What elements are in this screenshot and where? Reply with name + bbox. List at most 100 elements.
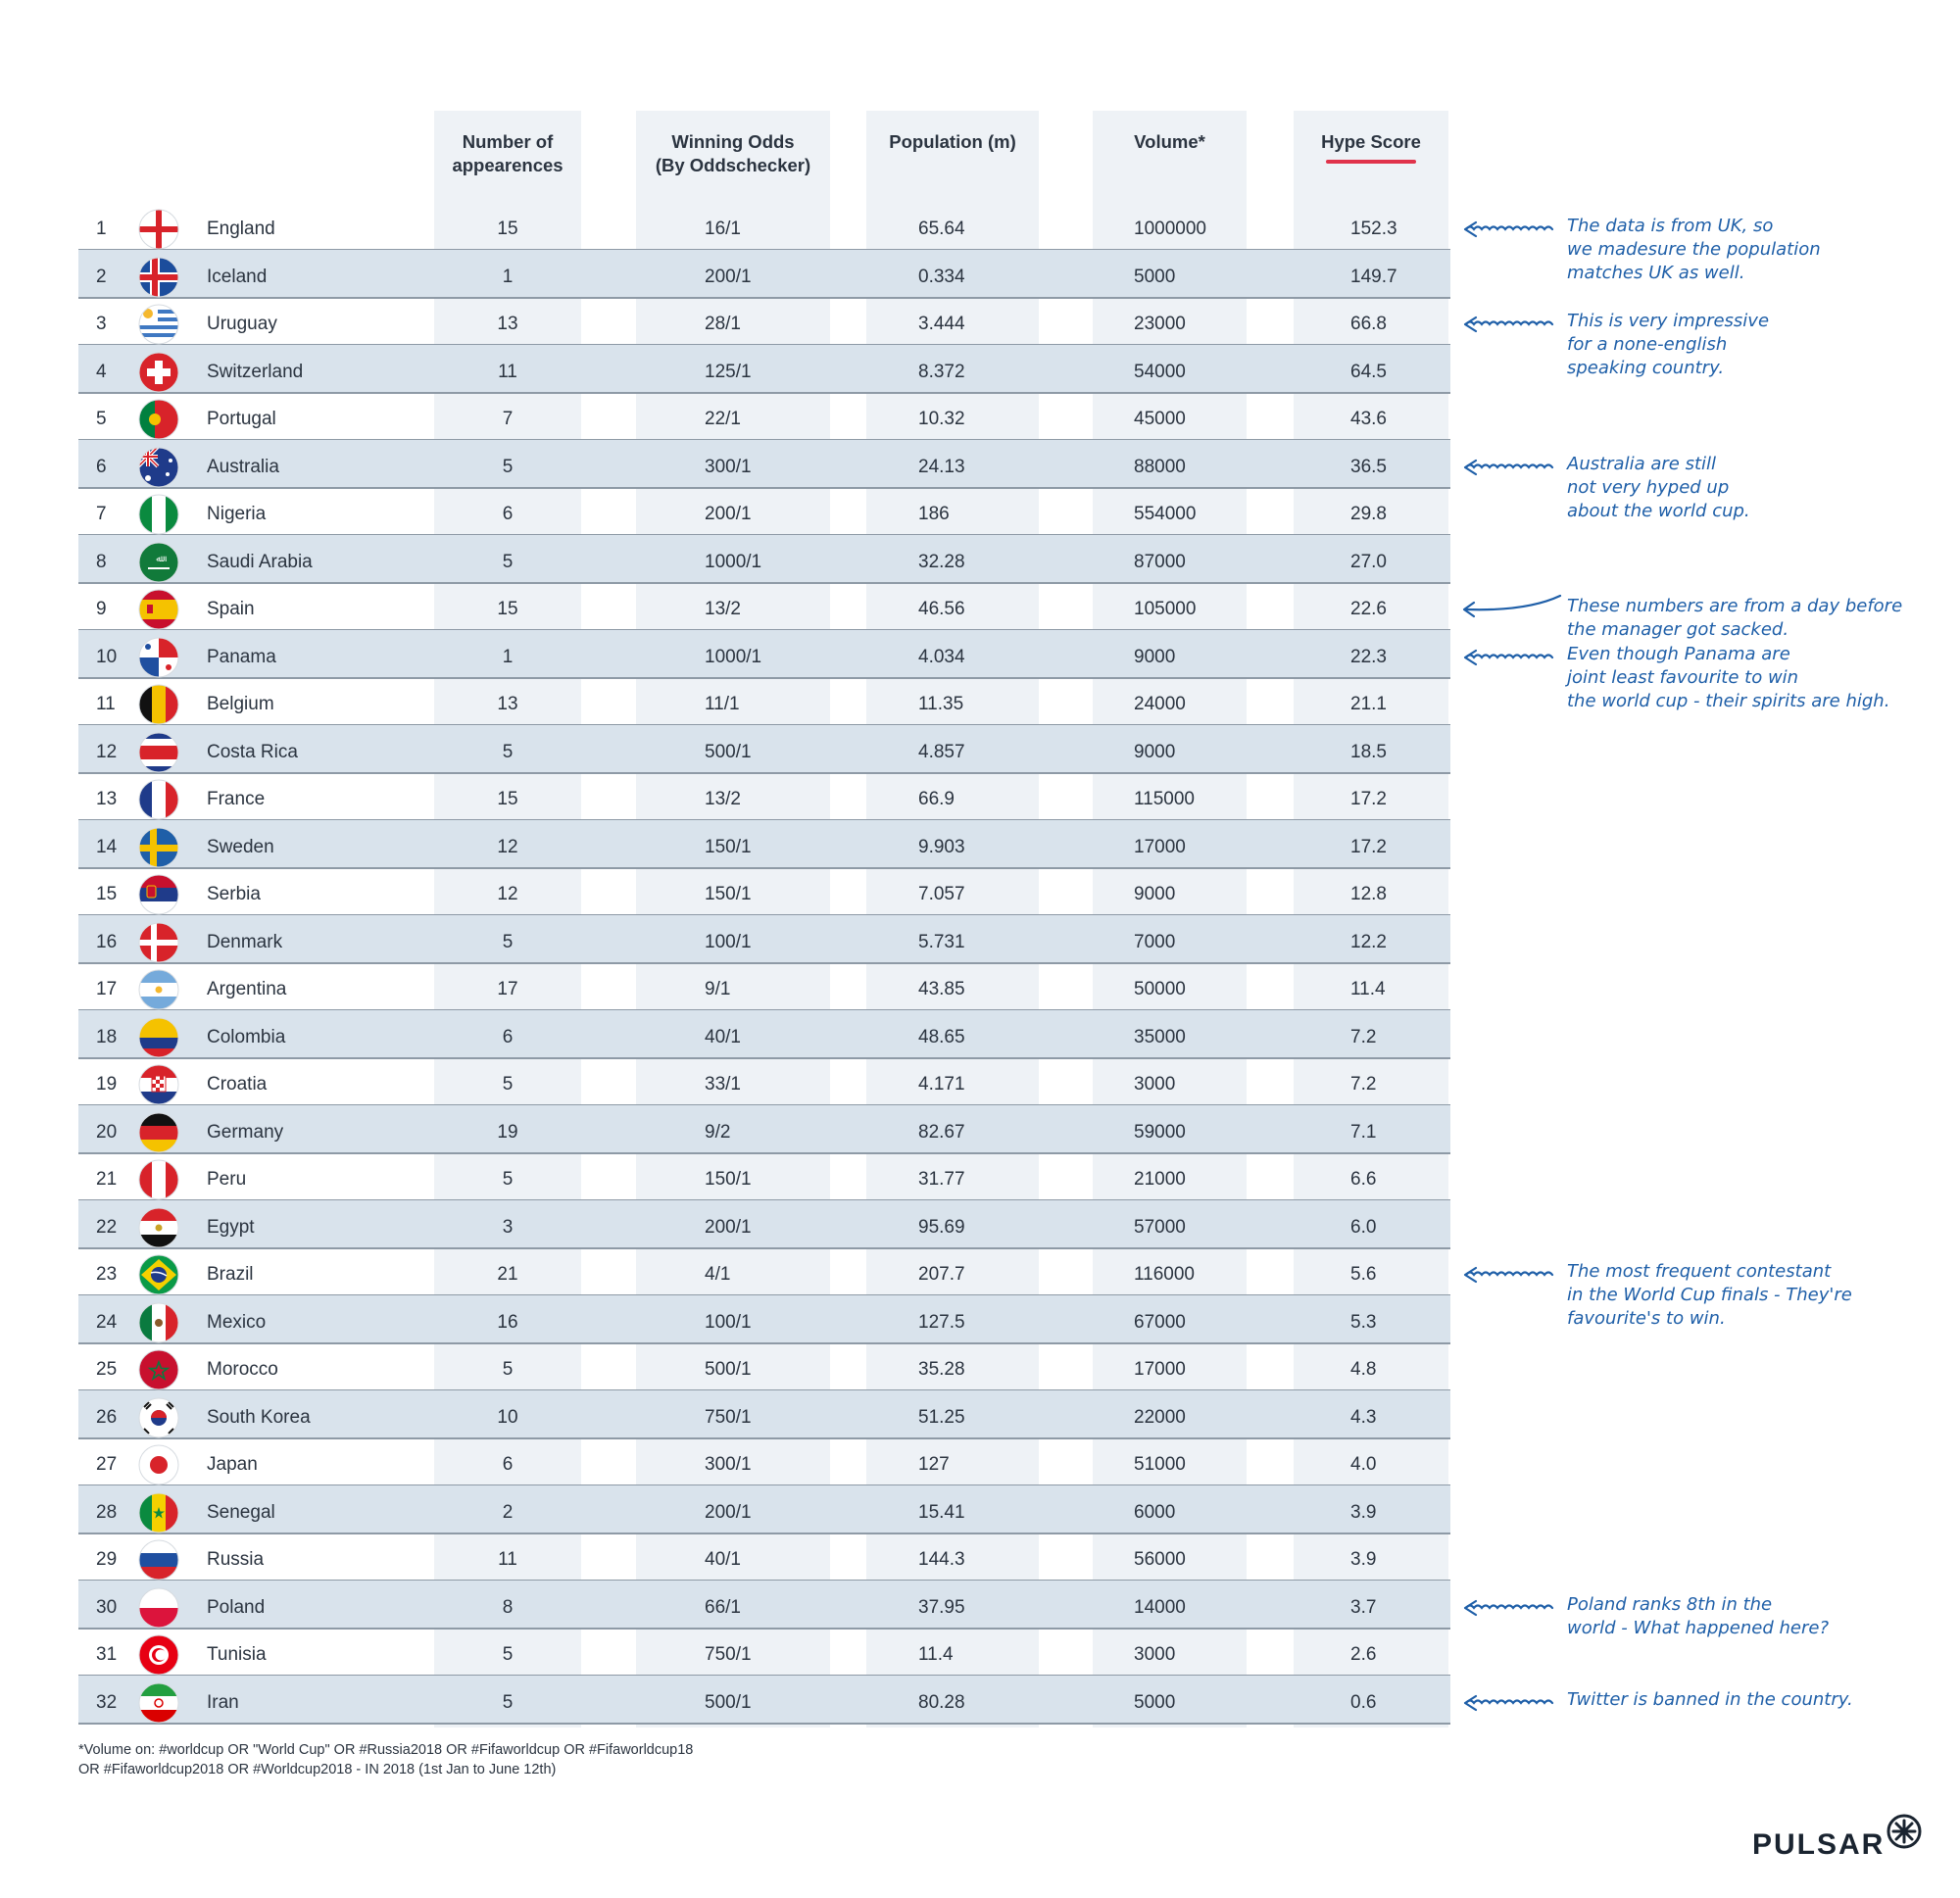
country-name: Mexico xyxy=(207,1311,267,1333)
odds-cell: 200/1 xyxy=(705,504,752,524)
annotation-line: This is very impressive xyxy=(1567,311,1770,331)
population-cell: 144.3 xyxy=(918,1549,965,1570)
annotation-line: Even though Panama are xyxy=(1567,643,1790,664)
annotation-line: for a none-english xyxy=(1567,334,1728,355)
population-cell: 35.28 xyxy=(918,1359,965,1380)
country-name: Croatia xyxy=(207,1074,268,1095)
volume-cell: 24000 xyxy=(1134,694,1186,714)
country-name: Belgium xyxy=(207,694,274,714)
odds-cell: 40/1 xyxy=(705,1549,741,1570)
row-band xyxy=(78,820,1450,867)
header-hype: Hype Score xyxy=(1294,130,1448,164)
row-band xyxy=(78,345,1450,392)
flag-korea-icon xyxy=(138,1397,179,1437)
flag-morocco-icon xyxy=(138,1349,179,1390)
annotation-line: These numbers are from a day before xyxy=(1567,596,1903,616)
population-cell: 51.25 xyxy=(918,1406,965,1428)
row-divider xyxy=(78,391,1450,394)
rank-cell: 17 xyxy=(96,979,118,999)
row-band xyxy=(78,1200,1450,1247)
odds-cell: 150/1 xyxy=(705,884,752,904)
appearances-cell: 8 xyxy=(502,1596,514,1618)
rank-cell: 2 xyxy=(96,266,107,287)
volume-cell: 115000 xyxy=(1134,789,1195,809)
country-name: Saudi Arabia xyxy=(207,551,313,572)
annotation-arrow-icon xyxy=(1463,220,1554,238)
odds-cell: 750/1 xyxy=(705,1406,752,1428)
hype-cell: 18.5 xyxy=(1350,741,1387,762)
appearances-cell: 2 xyxy=(502,1501,514,1523)
row-band xyxy=(78,1581,1450,1628)
row-band xyxy=(78,725,1450,772)
hype-cell: 21.1 xyxy=(1350,694,1387,714)
hype-cell: 3.7 xyxy=(1350,1596,1377,1618)
flag-poland-icon xyxy=(138,1587,179,1628)
hype-cell: 12.8 xyxy=(1350,884,1387,904)
population-cell: 127 xyxy=(918,1454,950,1475)
rank-cell: 23 xyxy=(96,1264,118,1285)
appearances-cell: 5 xyxy=(502,456,514,477)
population-cell: 37.95 xyxy=(918,1596,965,1618)
appearances-cell: 21 xyxy=(497,1264,518,1285)
appearances-cell: 15 xyxy=(497,219,518,239)
odds-cell: 66/1 xyxy=(705,1596,741,1618)
volume-cell: 56000 xyxy=(1134,1549,1186,1570)
flag-mexico-icon xyxy=(138,1302,179,1342)
annotation-line: world - What happened here? xyxy=(1567,1617,1830,1638)
appearances-cell: 16 xyxy=(497,1311,518,1333)
hype-cell: 17.2 xyxy=(1350,789,1387,809)
volume-cell: 35000 xyxy=(1134,1026,1186,1047)
population-cell: 11.35 xyxy=(918,694,964,714)
hype-underline xyxy=(1326,160,1416,164)
hype-cell: 27.0 xyxy=(1350,551,1387,572)
annotation-note: Poland ranks 8th in the world - What happ… xyxy=(1567,1593,1829,1640)
footnote-line-2: OR #Fifaworldcup2018 OR #Worldcup2018 - … xyxy=(78,1762,557,1777)
country-name: Nigeria xyxy=(207,504,267,524)
rank-cell: 11 xyxy=(96,694,116,714)
flag-costarica-icon xyxy=(138,732,179,772)
row-band xyxy=(78,1010,1450,1057)
volume-cell: 22000 xyxy=(1134,1406,1186,1428)
odds-cell: 200/1 xyxy=(705,1501,752,1523)
footnote-line-1: *Volume on: #worldcup OR "World Cup" OR … xyxy=(78,1742,694,1758)
rank-cell: 5 xyxy=(96,409,107,429)
header-population-text: Population (m) xyxy=(889,131,1016,152)
volume-cell: 1000000 xyxy=(1134,219,1206,239)
population-cell: 4.857 xyxy=(918,741,965,762)
rank-cell: 15 xyxy=(96,884,118,904)
header-volume: Volume* xyxy=(1093,130,1247,154)
flag-sweden-icon xyxy=(138,827,179,867)
annotation-line: about the world cup. xyxy=(1567,500,1750,521)
appearances-cell: 6 xyxy=(502,1454,514,1475)
flag-croatia-icon xyxy=(138,1064,179,1105)
country-name: Brazil xyxy=(207,1264,254,1285)
header-appearances-text: Number of appearences xyxy=(452,131,564,175)
header-odds-text: Winning Odds (By Oddschecker) xyxy=(655,131,811,175)
row-band xyxy=(78,1295,1450,1342)
population-cell: 43.85 xyxy=(918,979,965,999)
header-population: Population (m) xyxy=(866,130,1039,154)
volume-cell: 3000 xyxy=(1134,1644,1176,1665)
appearances-cell: 10 xyxy=(497,1406,518,1428)
appearances-cell: 12 xyxy=(497,836,518,857)
appearances-cell: 5 xyxy=(502,1644,514,1665)
odds-cell: 11/1 xyxy=(705,694,740,714)
country-name: Senegal xyxy=(207,1501,275,1523)
flag-peru-icon xyxy=(138,1159,179,1200)
rank-cell: 31 xyxy=(96,1644,118,1665)
rank-cell: 8 xyxy=(96,551,107,572)
volume-cell: 5000 xyxy=(1134,1691,1176,1713)
odds-cell: 33/1 xyxy=(705,1074,741,1095)
rank-cell: 19 xyxy=(96,1074,118,1095)
hype-cell: 152.3 xyxy=(1350,219,1397,239)
appearances-cell: 7 xyxy=(502,409,514,429)
volume-cell: 9000 xyxy=(1134,646,1176,667)
country-name: France xyxy=(207,789,266,809)
odds-cell: 500/1 xyxy=(705,1359,752,1380)
population-cell: 11.4 xyxy=(918,1644,954,1665)
appearances-cell: 1 xyxy=(502,266,514,287)
volume-cell: 9000 xyxy=(1134,884,1176,904)
hype-cell: 4.0 xyxy=(1350,1454,1377,1475)
odds-cell: 4/1 xyxy=(705,1264,731,1285)
row-divider xyxy=(78,1436,1450,1439)
